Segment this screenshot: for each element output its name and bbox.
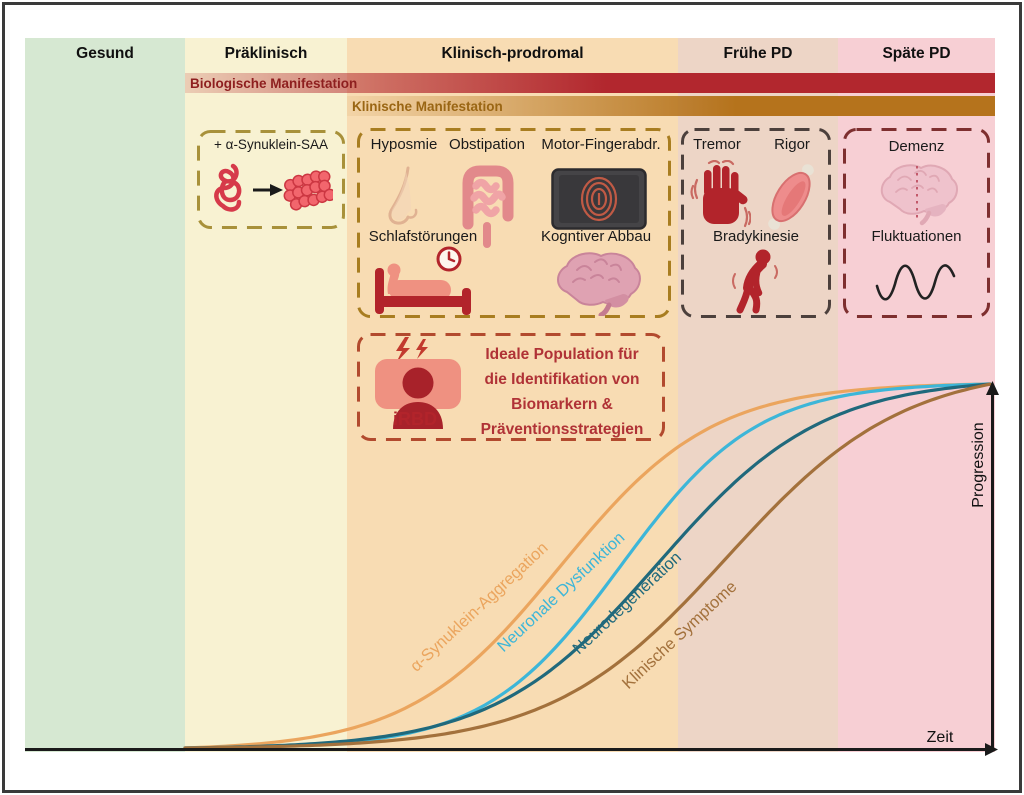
brain-icon (557, 252, 641, 316)
stage-header-praeklinisch: Präklinisch (224, 45, 308, 62)
intestine-icon (462, 165, 514, 248)
bradykinesia-person-icon (732, 249, 778, 314)
symptom-label-motor-fingerprint: Motor-Fingerabdr. (541, 136, 661, 153)
irbd-description-line: die Identifikation von (484, 371, 640, 388)
box-spaete-pd-symptoms: Demenz Fluktuationen (843, 128, 990, 318)
irbd-label: iRBD (393, 409, 437, 429)
bed-clock-icon (375, 246, 471, 315)
irbd-description: Ideale Population für die Identifikation… (463, 342, 661, 442)
x-axis-label: Zeit (926, 729, 954, 746)
fluctuation-wave-icon (875, 264, 956, 301)
irbd-description-line: Biomarkern & (511, 396, 613, 413)
symptom-label-obstipation: Obstipation (449, 136, 525, 153)
symptom-label-bradykinesie: Bradykinesie (713, 228, 799, 245)
rigor-muscle-icon (768, 164, 814, 230)
protein-aggregation-icon (214, 163, 333, 212)
dementia-brain-icon (880, 164, 958, 226)
box-irbd-population: iRBD Ideale Population für die Identifik… (357, 333, 665, 441)
symptom-label-tremor: Tremor (693, 136, 741, 153)
box-fruehe-pd-symptoms: Tremor Rigor (681, 128, 831, 318)
saa-label: + α-Synuklein-SAA (214, 137, 328, 152)
stage-header-prodromal: Klinisch-prodromal (441, 45, 584, 62)
symptom-label-demenz: Demenz (888, 138, 945, 155)
y-axis-label: Progression (970, 422, 987, 508)
banner-biological-manifestation: Biologische Manifestation (185, 73, 995, 93)
fingerprint-tablet-icon (551, 168, 647, 230)
symptom-label-schlafstoerungen: Schlafstörungen (368, 228, 478, 245)
tremor-hand-icon (690, 160, 751, 228)
aggregate-cluster (283, 170, 333, 211)
irbd-description-line: Präventionsstrategien (480, 421, 644, 438)
banner-clinical-manifestation: Klinische Manifestation (347, 96, 995, 116)
stage-header-fruehe-pd: Frühe PD (723, 45, 793, 62)
box-prodromal-symptoms: Hyposmie Obstipation Motor-Fingerabdr. S… (357, 128, 671, 318)
irbd-description-line: Ideale Population für (485, 346, 639, 363)
symptom-label-fluktuationen: Fluktuationen (871, 228, 962, 245)
symptom-label-kognitiver-abbau: Kogntiver Abbau (540, 228, 652, 245)
stage-header-gesund: Gesund (76, 45, 134, 62)
stage-column-gesund (25, 38, 185, 752)
symptom-label-hyposmie: Hyposmie (370, 136, 438, 153)
symptom-label-rigor: Rigor (774, 136, 810, 153)
box-synuklein-saa: + α-Synuklein-SAA (197, 130, 345, 229)
nose-icon (388, 166, 418, 225)
stage-header-spaete-pd: Späte PD (882, 45, 951, 62)
